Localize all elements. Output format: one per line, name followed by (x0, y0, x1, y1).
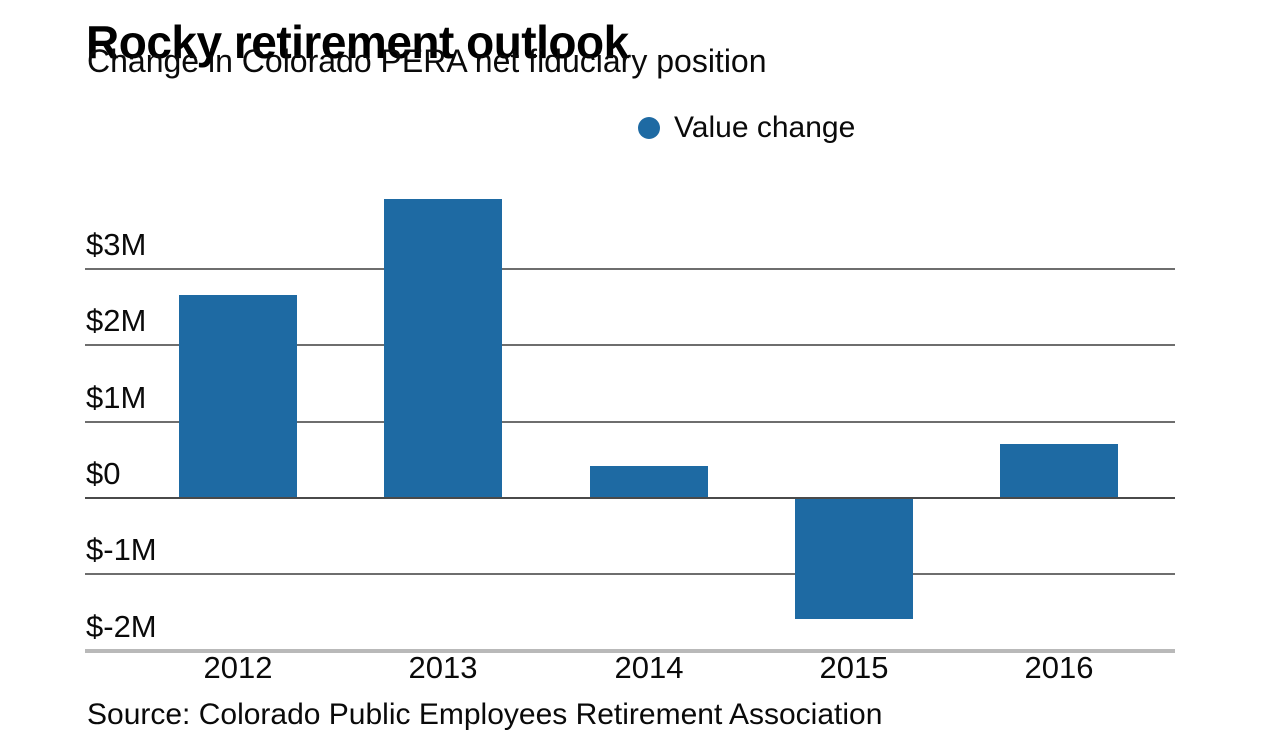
gridline-3m (85, 268, 1175, 270)
gridline--2m (85, 649, 1175, 653)
x-axis-label-2016: 2016 (1024, 650, 1094, 685)
legend-label: Value change (674, 111, 856, 144)
x-axis-label-2013: 2013 (408, 650, 478, 685)
gridline--1m (85, 573, 1175, 575)
y-axis-tick-label: $-2M (86, 609, 157, 644)
bar-2012 (179, 295, 297, 497)
gridline-2m (85, 344, 1175, 346)
gridline-0 (85, 497, 1175, 499)
bar-2015 (795, 497, 913, 619)
x-axis-label-2012: 2012 (203, 650, 273, 685)
x-axis-label-2015: 2015 (819, 650, 889, 685)
y-axis-tick-label: $-1M (86, 532, 157, 567)
y-axis-tick-label: $2M (86, 303, 147, 338)
legend: Value change (638, 108, 855, 148)
bar-2016 (1000, 444, 1118, 497)
y-axis-tick-label: $1M (86, 380, 147, 415)
source-note: Source: Colorado Public Employees Retire… (87, 698, 883, 731)
bar-2014 (590, 466, 708, 497)
y-axis-tick-label: $3M (86, 227, 147, 262)
y-axis-tick-label: $0 (86, 456, 121, 491)
chart-subtitle: Change in Colorado PERA net fiduciary po… (87, 43, 767, 79)
gridline-1m (85, 421, 1175, 423)
x-axis-label-2014: 2014 (614, 650, 684, 685)
bar-2013 (384, 199, 502, 497)
legend-marker-icon (638, 117, 660, 139)
chart-title: Rocky retirement outlook (86, 15, 629, 68)
